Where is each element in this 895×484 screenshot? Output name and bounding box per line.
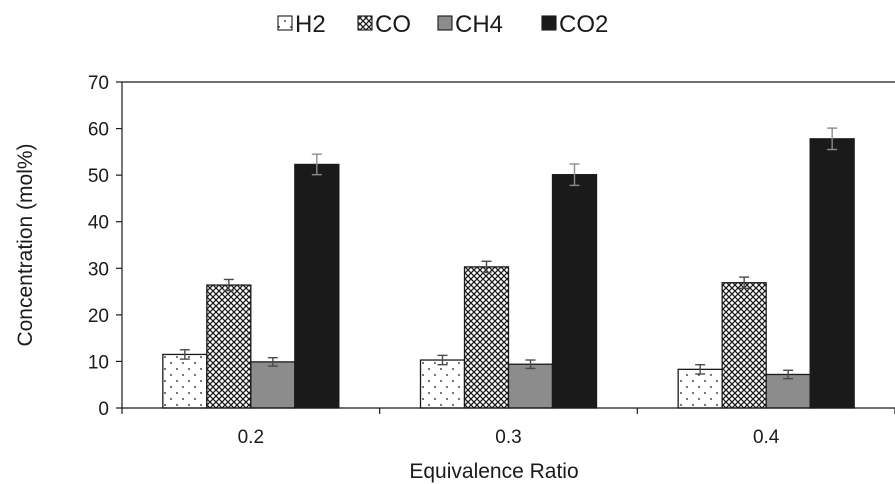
- error-bar-ch4-0.4: [783, 369, 794, 380]
- error-bar-h2-0.3: [437, 354, 448, 366]
- x-axis-title: Equivalence Ratio: [409, 460, 578, 483]
- y-tick-label: 0: [98, 399, 109, 420]
- y-axis: 0 10 20 30 40 50 60 70: [88, 73, 895, 420]
- y-tick-label: 60: [88, 120, 109, 141]
- bar-co2-0.4: [809, 138, 855, 409]
- error-bar-h2-0.2: [179, 349, 190, 360]
- legend-label-h2: H2: [295, 11, 326, 38]
- error-bar-co-0.3: [481, 260, 492, 274]
- bar-h2-0.4: [677, 368, 723, 409]
- legend-label-co: CO: [375, 11, 411, 38]
- y-tick-label: 10: [88, 352, 109, 373]
- y-tick-label: 20: [88, 306, 109, 327]
- legend-swatch-co2: [541, 15, 557, 31]
- error-bar-co-0.2: [223, 278, 234, 292]
- bar-ch4-0.3: [507, 363, 554, 409]
- bars: [162, 127, 855, 409]
- legend: H2 CO CH4 CO2: [277, 11, 608, 38]
- legend-item-ch4: CH4: [437, 11, 503, 38]
- error-bar-h2-0.4: [695, 363, 706, 375]
- y-tick-label: 30: [88, 259, 109, 280]
- error-bar-co2-0.2: [311, 153, 322, 176]
- bar-co-0.4: [721, 282, 767, 409]
- bar-co2-0.2: [294, 163, 340, 409]
- legend-swatch-ch4: [437, 15, 453, 31]
- legend-label-ch4: CH4: [455, 11, 503, 38]
- bar-co-0.2: [206, 284, 252, 409]
- legend-item-co2: CO2: [541, 11, 608, 38]
- legend-item-co: CO: [357, 11, 411, 38]
- error-bar-co-0.4: [739, 276, 750, 290]
- bar-ch4-0.4: [765, 373, 811, 409]
- legend-swatch-h2: [277, 15, 293, 31]
- bar-ch4-0.2: [250, 361, 296, 409]
- x-tick-label: 0.4: [753, 427, 780, 448]
- error-bar-co2-0.4: [827, 127, 838, 151]
- legend-item-h2: H2: [277, 11, 326, 38]
- error-bar-co2-0.3: [569, 163, 580, 187]
- y-tick-label: 40: [88, 213, 109, 234]
- error-bar-ch4-0.2: [267, 357, 278, 367]
- x-tick-label: 0.3: [495, 427, 521, 448]
- y-tick-label: 70: [88, 73, 109, 94]
- error-bar-ch4-0.3: [525, 359, 536, 370]
- bar-co2-0.3: [551, 174, 598, 409]
- legend-swatch-co: [357, 15, 373, 31]
- y-tick-label: 50: [88, 166, 109, 187]
- bar-h2-0.2: [162, 353, 208, 409]
- y-axis-title: Concentration (mol%): [14, 143, 37, 346]
- legend-label-co2: CO2: [559, 11, 608, 38]
- bar-h2-0.3: [419, 359, 466, 409]
- bar-co-0.3: [463, 266, 510, 409]
- x-axis: 0.2 0.3 0.4: [121, 407, 895, 448]
- x-tick-label: 0.2: [238, 427, 264, 448]
